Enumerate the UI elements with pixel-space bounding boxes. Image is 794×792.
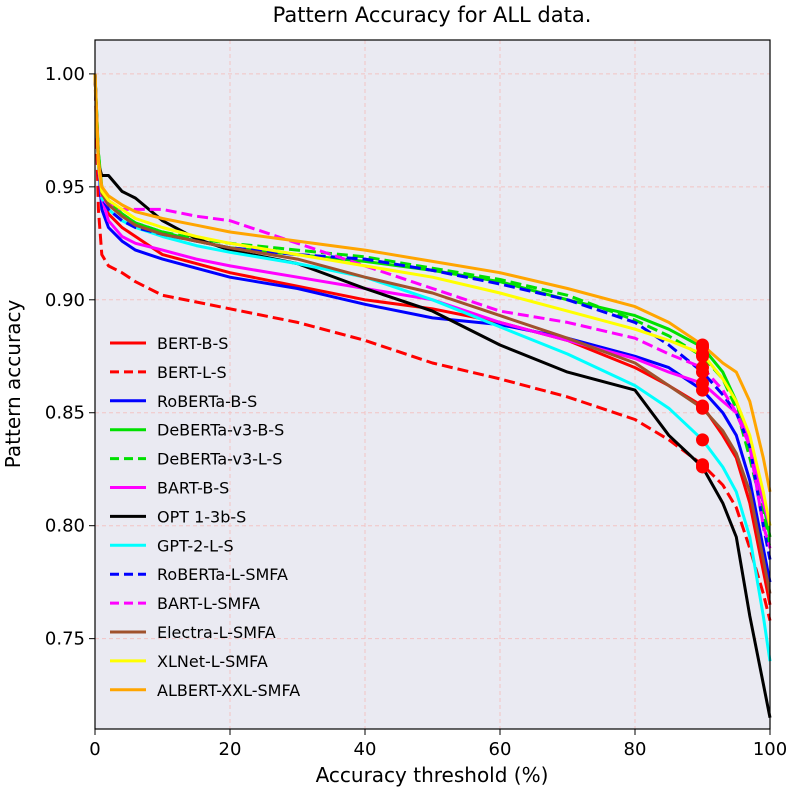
- y-tick-label: 1.00: [45, 64, 85, 85]
- legend-label: Electra-L-SMFA: [157, 623, 276, 642]
- series-line-1: [93, 73, 772, 606]
- legend-label: BERT-L-S: [157, 363, 227, 382]
- y-tick-label: 0.80: [45, 516, 85, 537]
- legend-label: XLNet-L-SMFA: [157, 652, 268, 671]
- series-line-13: [93, 73, 772, 493]
- legend: BERT-B-S BERT-L-S RoBERTa-B-S DeBERTa-v3-B-…: [110, 334, 300, 700]
- x-tick-label: 40: [354, 739, 377, 760]
- x-tick-label: 100: [753, 739, 787, 760]
- series-line-7: [93, 73, 772, 718]
- ticks: 0 20 40 60 80 100 0.75 0.80 0.85 0.90 0.95 1.00: [45, 64, 787, 760]
- series-group: [93, 73, 772, 718]
- y-tick-label: 0.75: [45, 629, 85, 650]
- legend-label: DeBERTa-v3-B-S: [157, 421, 284, 440]
- y-tick-label: 0.85: [45, 403, 85, 424]
- legend-label: GPT-2-L-S: [157, 536, 234, 555]
- y-axis-label: Pattern accuracy: [1, 300, 25, 469]
- legend-label: DeBERTa-v3-L-S: [157, 450, 282, 469]
- threshold-marker: [696, 347, 709, 361]
- threshold-marker: [696, 376, 709, 390]
- threshold-marker: [696, 338, 709, 352]
- threshold-marker: [696, 401, 709, 415]
- series-line-11: [93, 73, 772, 594]
- x-tick-label: 60: [489, 739, 512, 760]
- series-line-10: [93, 73, 772, 549]
- plot-frame: [94, 39, 771, 730]
- chart-title: Pattern Accuracy for ALL data.: [273, 3, 592, 27]
- series-line-2: [93, 73, 772, 621]
- series-line-12: [93, 73, 772, 526]
- x-tick-label: 0: [89, 739, 100, 760]
- x-tick-label: 80: [624, 739, 647, 760]
- y-tick-label: 0.90: [45, 290, 85, 311]
- x-tick-label: 20: [219, 739, 242, 760]
- legend-label: BART-B-S: [157, 479, 229, 498]
- legend-label: RoBERTa-L-SMFA: [157, 565, 288, 584]
- legend-label: BERT-B-S: [157, 334, 228, 353]
- series-line-9: [93, 73, 772, 560]
- series-line-3: [93, 73, 772, 583]
- legend-label: ALBERT-XXL-SMFA: [157, 681, 300, 700]
- series-line-6: [93, 73, 772, 527]
- series-line-5: [93, 73, 772, 549]
- legend-label: RoBERTa-B-S: [157, 392, 257, 411]
- x-axis-label: Accuracy threshold (%): [316, 763, 549, 787]
- legend-label: BART-L-SMFA: [157, 594, 260, 613]
- markers: [696, 338, 709, 474]
- y-tick-label: 0.95: [45, 177, 85, 198]
- threshold-marker: [696, 433, 709, 447]
- threshold-marker: [696, 460, 709, 474]
- legend-label: OPT 1-3b-S: [157, 507, 246, 526]
- threshold-marker: [696, 361, 709, 375]
- plot-background: [95, 40, 770, 729]
